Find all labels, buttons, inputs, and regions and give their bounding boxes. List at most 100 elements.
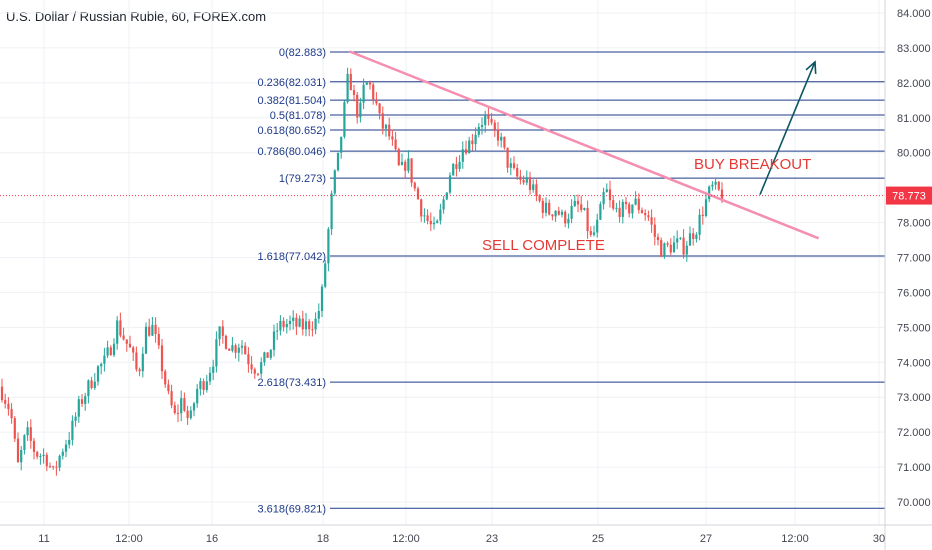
candle-body (416, 188, 420, 200)
candle-body (64, 444, 68, 452)
candle-body (452, 164, 455, 176)
candle-body (538, 195, 541, 201)
candle-body (692, 233, 695, 239)
candle-body (29, 427, 32, 441)
candle-body (474, 134, 477, 145)
candle-body (618, 207, 621, 217)
candle-body (628, 204, 631, 214)
candle-body (106, 347, 109, 356)
candle-body (602, 192, 605, 205)
candle-body (397, 149, 400, 166)
candle-body (500, 136, 503, 141)
candle-body (80, 399, 84, 404)
candle-body (663, 243, 666, 257)
candle-body (580, 204, 583, 210)
candle-body (461, 149, 464, 162)
candle-body (138, 369, 141, 372)
candle-body (42, 454, 45, 456)
candle-body (346, 73, 349, 103)
candle-body (135, 352, 138, 370)
candle-body (282, 320, 285, 328)
candle-body (90, 380, 93, 388)
candle-body (327, 229, 330, 264)
candle-body (503, 136, 506, 148)
candle-body (548, 202, 551, 215)
y-tick-label: 74.000 (897, 357, 931, 369)
candle-body (167, 384, 170, 392)
candle-body (717, 181, 720, 190)
candle-body (160, 345, 164, 372)
candle-body (68, 439, 71, 445)
candle-body (672, 242, 676, 253)
candle-body (564, 211, 567, 224)
candle-body (589, 231, 592, 235)
candle-body (532, 184, 535, 190)
candle-body (436, 220, 439, 223)
candle-body (496, 129, 500, 141)
candle-body (372, 84, 375, 100)
candle-body (212, 366, 215, 373)
candle-body (311, 329, 314, 331)
candle-body (148, 326, 151, 336)
annotation-label: BUY BREAKOUT (694, 156, 811, 173)
fib-level-label: 0.236(82.031) (258, 77, 327, 89)
candle-body (301, 318, 304, 330)
candle-body (164, 371, 167, 385)
candle-body (685, 245, 688, 255)
candle-body (528, 177, 532, 190)
candle-body (471, 140, 474, 145)
candle-body (10, 409, 13, 419)
candle-body (391, 136, 394, 140)
y-tick-label: 75.000 (897, 322, 931, 334)
y-tick-label: 80.000 (897, 148, 931, 160)
x-tick-label: 27 (700, 533, 712, 545)
breakout-arrow (759, 61, 816, 195)
candle-body (640, 210, 644, 214)
candle-body (109, 347, 112, 356)
candle-body (189, 410, 192, 419)
candle-body (426, 215, 429, 221)
candle-body (308, 321, 311, 330)
y-tick-label: 70.000 (897, 497, 931, 509)
candlesticks (0, 67, 724, 476)
candle-body (525, 177, 528, 183)
arrow-head (805, 60, 817, 74)
candle-body (615, 207, 618, 209)
candle-body (122, 335, 125, 340)
x-tick-label: 18 (317, 533, 329, 545)
candle-body (576, 200, 580, 205)
candle-body (250, 364, 253, 370)
candle-body (144, 326, 148, 354)
candle-body (112, 343, 116, 356)
candle-body (676, 238, 679, 243)
candle-body (260, 362, 263, 374)
candle-body (247, 354, 250, 365)
grid-lines (0, 0, 885, 525)
candle-body (84, 396, 87, 404)
fib-level-label: 0(82.883) (279, 47, 326, 59)
candle-body (330, 193, 333, 230)
candle-body (516, 167, 519, 177)
y-tick-label: 72.000 (897, 427, 931, 439)
candle-body (624, 201, 628, 205)
x-tick-label: 12:00 (392, 533, 420, 545)
candle-body (704, 199, 708, 217)
candle-body (695, 234, 698, 239)
candle-body (36, 452, 39, 457)
candle-body (279, 320, 282, 331)
x-tick-label: 25 (592, 533, 604, 545)
candle-body (0, 386, 4, 401)
drawings: SELL COMPLETE BUY BREAKOUT (349, 50, 820, 254)
candle-body (100, 363, 103, 367)
annotation-label: SELL COMPLETE (482, 237, 605, 254)
candle-body (304, 321, 308, 330)
candle-body (244, 345, 247, 355)
candle-body (509, 163, 512, 168)
candle-body (544, 202, 548, 213)
candle-body (266, 352, 269, 358)
candle-body (224, 335, 228, 349)
candle-body (682, 237, 685, 255)
candle-body (535, 184, 538, 196)
candle-body (96, 366, 100, 382)
